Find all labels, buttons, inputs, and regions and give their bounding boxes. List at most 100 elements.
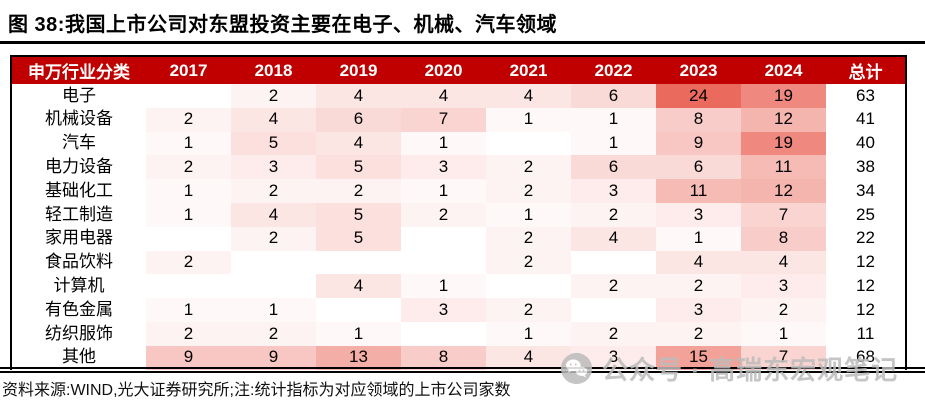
- table-row: 纺织服饰 2 2 1 1 2 2 1 11: [11, 321, 906, 346]
- source-note: 资料来源:WIND,光大证券研究所;注:统计指标为对应领域的上市公司家数: [2, 382, 511, 399]
- table-row: 汽车 1 5 4 1 1 9 19 40: [11, 131, 906, 156]
- value-cell: 2: [486, 298, 571, 322]
- value-cell: [316, 250, 401, 275]
- total-cell: 12: [826, 250, 906, 275]
- value-cell: 1: [401, 131, 486, 156]
- row-label: 有色金属: [11, 298, 146, 322]
- value-cell: [401, 321, 486, 346]
- column-header-total: 总计: [826, 56, 906, 84]
- value-cell: 4: [486, 345, 571, 370]
- value-cell: 1: [741, 321, 826, 346]
- column-header-year: 2017: [146, 56, 231, 84]
- total-cell: 63: [826, 84, 906, 108]
- table-row: 电力设备 2 3 5 3 2 6 6 11 38: [11, 155, 906, 180]
- table-row: 基础化工 1 2 2 1 2 3 11 12 34: [11, 179, 906, 203]
- value-cell: 6: [316, 107, 401, 132]
- value-cell: [146, 274, 231, 299]
- value-cell: 7: [741, 202, 826, 227]
- bottom-divider: [0, 367, 925, 373]
- value-cell: [231, 250, 316, 275]
- column-header-year: 2023: [656, 56, 741, 84]
- value-cell: 1: [146, 179, 231, 203]
- row-label: 电子: [11, 84, 146, 108]
- value-cell: [486, 274, 571, 299]
- value-cell: [401, 250, 486, 275]
- value-cell: 2: [656, 274, 741, 299]
- row-label: 电力设备: [11, 155, 146, 180]
- table-row: 家用电器 2 5 2 4 1 8 22: [11, 226, 906, 251]
- value-cell: 1: [146, 202, 231, 227]
- value-cell: 1: [486, 107, 571, 132]
- column-header-year: 2020: [401, 56, 486, 84]
- table-row: 计算机 4 1 2 2 3 12: [11, 274, 906, 299]
- table-row: 机械设备 2 4 6 7 1 1 8 12 41: [11, 107, 906, 132]
- value-cell: 4: [571, 226, 656, 251]
- column-header-year: 2022: [571, 56, 656, 84]
- value-cell: 2: [486, 179, 571, 203]
- column-header-year: 2024: [741, 56, 826, 84]
- column-header-industry: 申万行业分类: [11, 56, 146, 84]
- value-cell: 24: [656, 84, 741, 108]
- row-label: 计算机: [11, 274, 146, 299]
- value-cell: 2: [231, 226, 316, 251]
- value-cell: 4: [231, 202, 316, 227]
- value-cell: 3: [401, 155, 486, 180]
- value-cell: 6: [571, 84, 656, 108]
- total-cell: 12: [826, 274, 906, 299]
- table-row: 轻工制造 1 4 5 2 1 2 3 7 25: [11, 202, 906, 227]
- value-cell: 7: [401, 107, 486, 132]
- figure-title: 图 38:我国上市公司对东盟投资主要在电子、机械、汽车领域: [8, 14, 557, 36]
- value-cell: 2: [231, 84, 316, 108]
- value-cell: 2: [231, 179, 316, 203]
- value-cell: 2: [146, 155, 231, 180]
- value-cell: 4: [656, 250, 741, 275]
- value-cell: 4: [316, 84, 401, 108]
- row-label: 基础化工: [11, 179, 146, 203]
- value-cell: 2: [656, 321, 741, 346]
- row-label: 家用电器: [11, 226, 146, 251]
- value-cell: 1: [146, 131, 231, 156]
- value-cell: 3: [571, 179, 656, 203]
- value-cell: 2: [486, 226, 571, 251]
- row-label: 汽车: [11, 131, 146, 156]
- total-cell: 40: [826, 131, 906, 156]
- value-cell: 1: [486, 321, 571, 346]
- row-label: 机械设备: [11, 107, 146, 132]
- table-row: 食品饮料 2 2 4 4 12: [11, 250, 906, 275]
- total-cell: 25: [826, 202, 906, 227]
- total-cell: 34: [826, 179, 906, 203]
- value-cell: 2: [571, 321, 656, 346]
- value-cell: 4: [316, 274, 401, 299]
- value-cell: [316, 298, 401, 322]
- value-cell: 19: [741, 84, 826, 108]
- total-cell: 11: [826, 321, 906, 346]
- table-row: 其他 9 9 13 8 4 3 15 7 68: [11, 345, 906, 370]
- value-cell: 9: [146, 345, 231, 370]
- value-cell: 3: [656, 298, 741, 322]
- value-cell: 4: [231, 107, 316, 132]
- value-cell: 2: [146, 321, 231, 346]
- value-cell: 8: [656, 107, 741, 132]
- value-cell: 6: [656, 155, 741, 180]
- value-cell: 1: [401, 274, 486, 299]
- total-cell: 22: [826, 226, 906, 251]
- value-cell: 3: [741, 274, 826, 299]
- total-cell: 38: [826, 155, 906, 180]
- value-cell: 2: [401, 202, 486, 227]
- value-cell: 2: [146, 250, 231, 275]
- row-label: 纺织服饰: [11, 321, 146, 346]
- column-header-year: 2019: [316, 56, 401, 84]
- value-cell: 2: [486, 155, 571, 180]
- value-cell: 9: [231, 345, 316, 370]
- value-cell: 7: [741, 345, 826, 370]
- value-cell: 1: [571, 131, 656, 156]
- value-cell: 5: [231, 131, 316, 156]
- investment-heatmap-table: 申万行业分类 2017 2018 2019 2020 2021 2022 2023 2024 总计…: [10, 55, 907, 370]
- value-cell: [571, 298, 656, 322]
- value-cell: 8: [741, 226, 826, 251]
- value-cell: 4: [401, 84, 486, 108]
- value-cell: 3: [231, 155, 316, 180]
- total-cell: 41: [826, 107, 906, 132]
- total-cell: 68: [826, 345, 906, 370]
